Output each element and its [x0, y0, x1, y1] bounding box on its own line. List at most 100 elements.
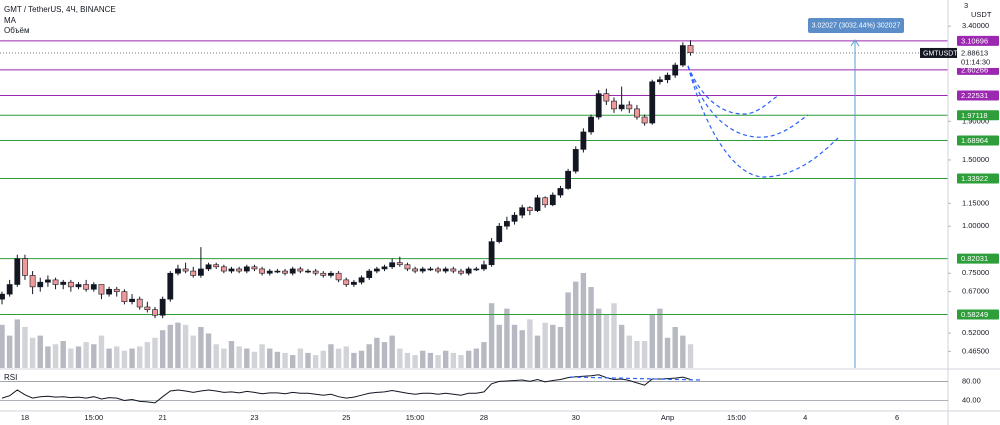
volume-bar — [290, 355, 296, 368]
axis-layer: 3.40000 1.90000 1.50000 1.15000 1.00000 0.750… — [21, 21, 989, 422]
volume-bar — [282, 352, 288, 368]
candle-body — [664, 74, 671, 81]
level-label: 2.22531 — [961, 91, 988, 100]
candle-body — [335, 272, 342, 281]
candle-body — [167, 272, 174, 300]
level-label: 1.68964 — [961, 136, 988, 145]
volume-bar — [22, 326, 28, 368]
volume-bar — [458, 355, 464, 368]
volume-bar — [328, 344, 334, 368]
volume-bar — [45, 346, 51, 368]
candle-body — [320, 272, 327, 276]
volume-bar — [588, 287, 594, 368]
candle-body — [396, 262, 403, 266]
label-layer: 3.10696 2.60266 2.22531 1.97118 1.68964 1.339… — [920, 35, 999, 320]
volume-bar — [129, 348, 135, 368]
candle-body — [274, 270, 281, 273]
volume-bar — [68, 348, 74, 368]
volume-bar — [37, 335, 43, 368]
candle-body — [542, 197, 549, 206]
candle-body — [435, 268, 441, 272]
volume-bar — [167, 324, 173, 368]
candle-body — [14, 258, 21, 285]
candle-body — [404, 264, 411, 270]
indicator-label: Объём — [4, 26, 30, 35]
candle-body — [106, 288, 112, 295]
volume-bar — [182, 324, 189, 368]
level-label: 2.60266 — [961, 65, 988, 74]
volume-bar — [389, 335, 395, 368]
projection-arc — [687, 65, 809, 138]
volume-bar — [603, 314, 610, 368]
candle-body — [205, 264, 212, 270]
candle-body — [0, 293, 5, 300]
volume-bar — [565, 292, 571, 368]
volume-bar — [404, 352, 411, 368]
volume-bar — [443, 350, 449, 368]
measure-box — [808, 18, 904, 33]
x-tick-label: 30 — [572, 413, 580, 422]
candle-body — [228, 268, 235, 272]
volume-bar — [320, 350, 326, 368]
candle-body — [159, 298, 166, 316]
volume-bar — [106, 348, 112, 368]
volume-bar — [511, 324, 518, 368]
candle-body — [198, 268, 204, 276]
projection-arcs — [687, 65, 839, 178]
level-layer — [0, 40, 948, 316]
price-name-box — [920, 47, 958, 58]
volume-bar — [137, 346, 143, 368]
candle-body — [641, 116, 648, 124]
y-tick-label: 1.00000 — [962, 221, 989, 230]
candle-body — [465, 268, 472, 274]
volume-bar — [343, 346, 349, 368]
volume-bar — [121, 350, 128, 368]
candle-body — [83, 284, 90, 290]
currency-unit: USDT — [971, 10, 992, 19]
volume-bar — [175, 322, 181, 368]
level-label: 1.97118 — [961, 111, 988, 120]
rsi-line — [1, 374, 691, 404]
y-tick-label: 1.90000 — [962, 116, 989, 125]
candle-body — [588, 116, 594, 133]
volume-bar — [641, 341, 648, 368]
candle-body — [29, 275, 36, 288]
volume-bar — [152, 337, 158, 368]
candle-body — [626, 104, 633, 110]
candle-body — [243, 266, 250, 272]
volume-bar — [6, 335, 13, 368]
volume-bar — [190, 335, 196, 368]
volume-bar — [259, 344, 265, 368]
candle-body — [549, 194, 556, 206]
y-tick-label: 0.46500 — [962, 346, 989, 355]
volume-bar — [649, 314, 655, 368]
volume-bar — [374, 337, 380, 368]
volume-bar — [420, 350, 426, 368]
y-tick-label: 0.52000 — [962, 328, 989, 337]
volume-bar — [221, 348, 227, 368]
candle-body — [305, 270, 311, 273]
volume-bar — [618, 324, 625, 368]
candle-body — [236, 268, 243, 272]
level-label-box — [957, 253, 999, 264]
x-tick-label: 15:00 — [406, 413, 425, 422]
volume-bar — [236, 346, 242, 368]
candle-body — [519, 207, 526, 216]
volume-bar — [83, 342, 89, 368]
volume-bar — [680, 335, 686, 368]
x-tick-label: 15:00 — [84, 413, 103, 422]
candle-body — [113, 288, 120, 292]
candle-body — [90, 284, 97, 290]
volume-bar — [267, 348, 273, 368]
candle-body — [473, 268, 480, 271]
level-label-box — [957, 110, 999, 121]
volume-bar — [228, 341, 235, 368]
volume-bar — [213, 344, 219, 368]
candle-body — [488, 241, 495, 266]
volume-bar — [305, 352, 311, 368]
candle-body — [427, 268, 434, 271]
volume-layer — [0, 273, 694, 368]
volume-bar — [664, 337, 671, 368]
x-tick-label: 21 — [158, 413, 166, 422]
